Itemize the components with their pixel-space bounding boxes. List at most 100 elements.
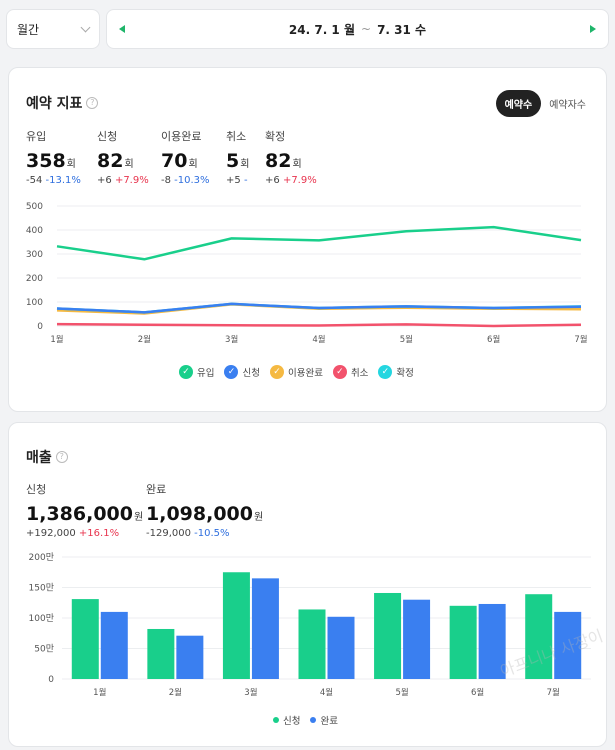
metric-label: 취소 [226,130,247,143]
metric-diff: -54 [26,175,43,186]
next-period-icon[interactable] [590,25,596,33]
date-range-nav: 24. 7. 1 월 ~ 7. 31 수 [106,9,609,49]
metric-pct: +7.9% [114,175,149,186]
metric-diff: -129,000 [146,528,191,539]
x-tick-label: 1월 [50,334,63,345]
legend-item[interactable]: ✓ 신청 [224,365,260,379]
metric-pct: -13.1% [45,175,81,186]
y-tick-label: 0 [48,675,54,685]
metric-number: 82 [97,150,124,172]
x-tick-label: 3월 [244,687,257,698]
x-tick-label: 3월 [225,334,238,345]
x-tick-label: 6월 [487,334,500,345]
metric-number: 1,098,000 [146,503,253,525]
count-toggle: 예약수 예약자수 [495,90,594,117]
x-tick-label: 5월 [395,687,408,698]
reservation-legend: ✓ 유입 ✓ 신청 ✓ 이용완료 ✓ 취소 ✓ 확정 [179,365,424,379]
legend-label: 신청 [242,368,260,379]
help-icon[interactable]: ? [55,451,68,463]
date-range-separator: ~ [361,22,372,36]
metric-delta: -54 -13.1% [26,175,81,186]
metric-unit: 원 [253,512,264,523]
metric-delta: -8 -10.3% [161,175,210,186]
metric-unit: 회 [240,159,250,170]
metric-diff: +6 [265,175,280,186]
metric-diff: +192,000 [26,528,76,539]
metric-number: 358 [26,150,66,172]
period-select[interactable]: 월간 [6,9,100,49]
metric-unit: 회 [188,159,198,170]
x-tick-label: 7월 [574,334,587,345]
metric-label: 신청 [97,130,118,143]
bar [403,599,431,679]
metric-value: 70회 [161,150,210,172]
series-line [56,322,582,328]
bar [298,609,326,679]
period-select-value: 월간 [17,22,40,37]
metric-delta: +6 +7.9% [265,175,317,186]
y-tick-label: 200 [26,274,43,284]
legend-item[interactable]: ✓ 이용완료 [269,365,323,379]
bar [554,611,582,679]
metric-label: 이용완료 [161,130,202,143]
metric-value: 1,386,000원 [26,503,143,525]
metric-pct: - [243,175,248,186]
legend-dot [310,717,317,723]
metric-number: 1,386,000 [26,503,133,525]
y-tick-label: 150만 [29,583,54,594]
date-range-start: 24. 7. 1 월 [288,22,355,37]
check-icon: ✓ [224,365,239,379]
legend-label: 확정 [396,368,414,379]
date-range-end: 7. 31 수 [377,22,427,37]
metric-pct: -10.3% [174,175,210,186]
metric-unit: 회 [292,159,302,170]
metric-label: 확정 [265,130,286,143]
toggle-reserver-count[interactable]: 예약자수 [549,100,586,111]
prev-period-icon[interactable] [119,25,125,33]
metric-value: 82회 [97,150,149,172]
sales-metric: 완료 1,098,000원 -129,000 -10.5% [146,481,263,539]
legend-label: 신청 [283,716,301,727]
metric-label: 완료 [146,483,167,496]
metric-label: 신청 [26,483,47,496]
y-tick-label: 100 [26,298,43,308]
reservation-metric: 유입 358회 -54 -13.1% [26,128,81,186]
bar [374,592,402,679]
x-tick-label: 5월 [400,334,413,345]
y-tick-label: 300 [26,250,43,260]
help-icon[interactable]: ? [86,97,99,109]
sales-metric: 신청 1,386,000원 +192,000 +16.1% [26,481,143,539]
metric-delta: +5 - [226,175,249,186]
check-icon: ✓ [332,365,347,379]
metric-pct: -10.5% [194,528,230,539]
x-tick-label: 2월 [169,687,182,698]
legend-item[interactable]: ✓ 유입 [179,365,214,379]
metric-label: 유입 [26,130,47,143]
top-bar: 월간 24. 7. 1 월 ~ 7. 31 수 [6,9,609,49]
y-tick-label: 400 [26,226,43,236]
legend-item[interactable]: ✓ 취소 [332,365,368,379]
legend-item[interactable]: 완료 [310,713,338,727]
x-tick-label: 2월 [138,334,151,345]
bar [251,578,279,679]
bar [100,611,128,679]
bar [147,628,175,679]
reservation-metric: 확정 82회 +6 +7.9% [265,128,317,186]
sales-legend: 신청 완료 [273,713,348,727]
metric-number: 82 [265,150,292,172]
toggle-reservation-count[interactable]: 예약수 [495,90,542,117]
legend-item[interactable]: ✓ 확정 [378,365,414,379]
sales-title: 매출 ? [26,447,68,467]
x-tick-label: 1월 [93,687,106,698]
y-tick-label: 0 [37,322,43,332]
metric-diff: +5 [226,175,241,186]
sales-bar-chart: 0 50만 100만 150만 200만 1월 2월 3월 4월 5월 6월 7월 [29,552,591,698]
bar [71,599,99,679]
legend-item[interactable]: 신청 [273,713,300,727]
y-tick-label: 500 [26,202,43,212]
metric-delta: +6 +7.9% [97,175,149,186]
metric-pct: +7.9% [282,175,317,186]
legend-label: 완료 [320,716,338,727]
metric-diff: -8 [161,175,171,186]
bar [525,594,553,679]
